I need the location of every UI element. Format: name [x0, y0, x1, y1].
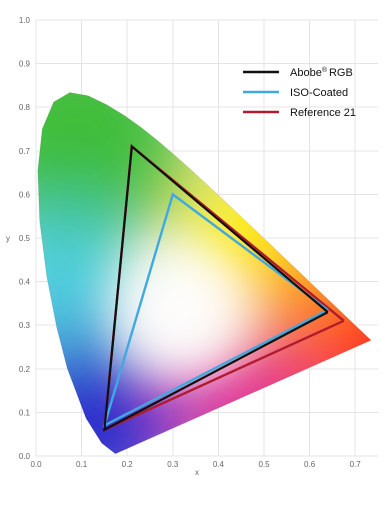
axis-ticks: 0.0 0.1 0.2 0.3 0.4 0.5 0.6 0.7 0.0 0.1 0.2 0.3 0.4 0…	[19, 16, 361, 469]
y-tick-label: 0.0	[19, 452, 31, 461]
y-tick-label: 0.7	[19, 147, 31, 156]
x-tick-label: 0.0	[30, 460, 42, 469]
x-tick-label: 0.4	[213, 460, 225, 469]
gamut-triangles	[102, 144, 345, 432]
legend-label-adobe-rgb: Abobe® RGB	[290, 66, 353, 79]
x-tick-label: 0.6	[304, 460, 316, 469]
y-tick-label: 0.1	[19, 408, 31, 417]
y-tick-label: 0.4	[19, 278, 31, 287]
legend: Abobe® RGB ISO-Coated Reference 21	[243, 66, 356, 119]
legend-label-reference-21: Reference 21	[290, 107, 356, 119]
gamut-line-abobe-rgb	[103, 144, 329, 432]
x-tick-label: 0.2	[122, 460, 134, 469]
spectral-locus-outline	[37, 91, 372, 455]
x-tick-label: 0.7	[350, 460, 362, 469]
y-tick-label: 0.2	[19, 365, 31, 374]
x-tick-label: 0.1	[76, 460, 88, 469]
legend-label-adobe-registered: ®	[322, 66, 328, 74]
y-axis-label: y	[6, 234, 10, 243]
x-tick-label: 0.5	[258, 460, 270, 469]
x-axis-label: x	[195, 468, 199, 477]
gamut-line-iso-coated	[102, 192, 329, 428]
y-tick-label: 0.9	[19, 60, 31, 69]
legend-label-adobe-suffix: RGB	[329, 67, 353, 79]
y-tick-label: 0.6	[19, 190, 31, 199]
legend-label-adobe-name: Abobe	[290, 67, 322, 79]
x-tick-label: 0.3	[167, 460, 179, 469]
y-tick-label: 0.5	[19, 234, 31, 243]
legend-label-iso-coated: ISO-Coated	[290, 87, 348, 99]
y-tick-label: 0.3	[19, 321, 31, 330]
y-tick-label: 1.0	[19, 16, 31, 25]
y-tick-label: 0.8	[19, 103, 31, 112]
